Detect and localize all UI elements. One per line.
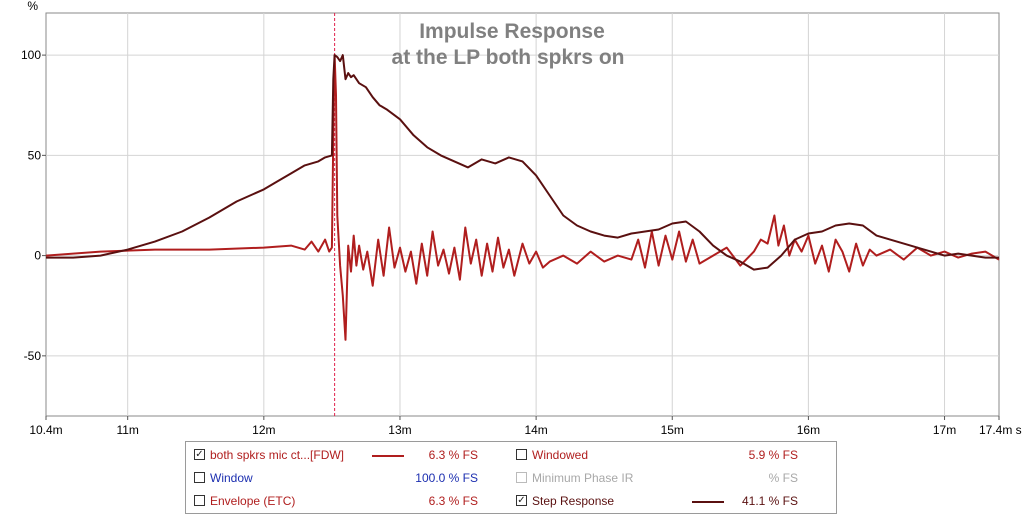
legend-row-window[interactable]: Window 100.0 % FS <box>194 468 494 488</box>
series-line-step-response <box>46 54 999 271</box>
checkbox-windowed[interactable] <box>516 449 527 460</box>
checkbox-fdw[interactable]: ✓ <box>194 449 205 460</box>
legend-row-windowed[interactable]: Windowed 5.9 % FS <box>516 445 816 465</box>
chart-subtitle: at the LP both spkrs on <box>392 46 625 69</box>
series-line-impulse-fdw <box>45 54 1000 341</box>
y-tick-label: 100 <box>21 48 41 62</box>
axes: 10.4m 11m 12m 13m 14m 15m 16m 17m 17.4m s 100 50 0 -… <box>21 48 1022 437</box>
legend-label-fdw: both spkrs mic ct...[FDW] <box>210 448 345 462</box>
legend-panel: ✓ both spkrs mic ct...[FDW] 6.3 % FS Win… <box>185 441 837 514</box>
legend-value-window: 100.0 % FS <box>415 471 478 485</box>
y-axis-unit-label: % <box>27 0 38 13</box>
checkbox-min-phase <box>516 472 527 483</box>
x-tick-label: 17m <box>933 423 956 437</box>
plot-area <box>45 12 1000 417</box>
legend-swatch-fdw <box>372 455 404 457</box>
legend-row-step[interactable]: ✓ Step Response 41.1 % FS <box>516 491 816 511</box>
legend-value-min-phase: % FS <box>768 471 798 485</box>
legend-row-fdw[interactable]: ✓ both spkrs mic ct...[FDW] 6.3 % FS <box>194 445 494 465</box>
x-tick-label: 11m <box>116 423 138 437</box>
legend-value-windowed: 5.9 % FS <box>748 448 798 462</box>
legend-row-min-phase: Minimum Phase IR % FS <box>516 468 816 488</box>
x-tick-label: 10.4m <box>29 423 62 437</box>
legend-row-envelope[interactable]: Envelope (ETC) 6.3 % FS <box>194 491 494 511</box>
grid <box>46 13 999 416</box>
legend-value-fdw: 6.3 % FS <box>428 448 478 462</box>
legend-label-windowed: Windowed <box>532 448 589 462</box>
checkbox-step[interactable]: ✓ <box>516 495 527 506</box>
y-tick-label: 0 <box>34 249 41 263</box>
x-tick-label: 17.4m s <box>979 423 1022 437</box>
legend-label-window: Window <box>210 471 253 485</box>
legend-label-envelope: Envelope (ETC) <box>210 494 296 508</box>
x-tick-label: 12m <box>252 423 275 437</box>
y-tick-label: -50 <box>24 349 42 363</box>
x-tick-label: 15m <box>661 423 684 437</box>
x-tick-label: 13m <box>388 423 411 437</box>
legend-value-step: 41.1 % FS <box>741 494 798 508</box>
checkbox-envelope[interactable] <box>194 495 205 506</box>
x-tick-label: 14m <box>524 423 547 437</box>
y-tick-label: 50 <box>28 148 42 162</box>
impulse-response-chart: 10.4m 11m 12m 13m 14m 15m 16m 17m 17.4m s 100 50 0 -… <box>21 0 1022 437</box>
series-layer <box>45 54 1000 341</box>
legend-value-envelope: 6.3 % FS <box>428 494 478 508</box>
legend-label-min-phase: Minimum Phase IR <box>532 471 634 485</box>
checkbox-window[interactable] <box>194 472 205 483</box>
legend-swatch-step <box>692 501 724 503</box>
legend-label-step: Step Response <box>532 494 615 508</box>
x-tick-label: 16m <box>797 423 820 437</box>
chart-title: Impulse Response <box>419 20 605 43</box>
